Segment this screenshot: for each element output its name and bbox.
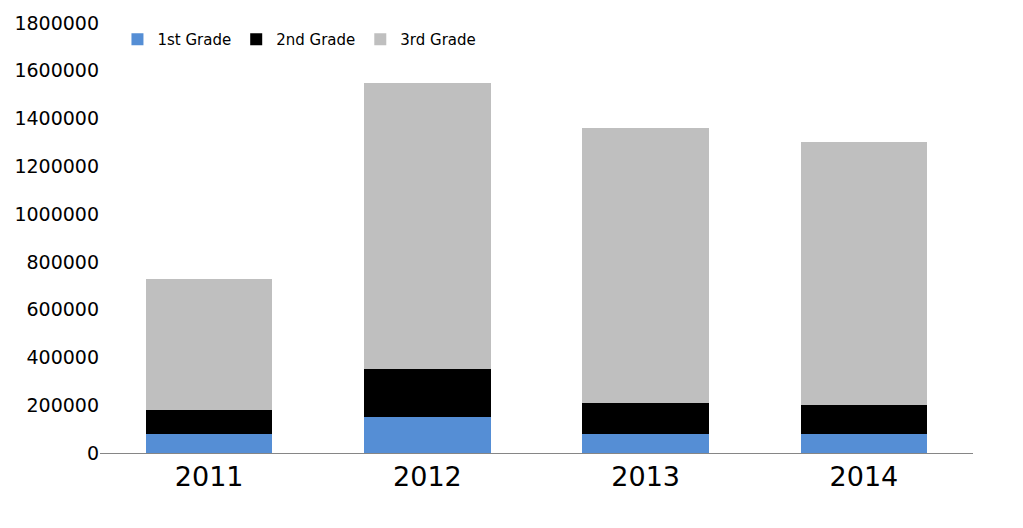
svg-text:2011: 2011 — [175, 461, 244, 492]
svg-text:2013: 2013 — [611, 461, 680, 492]
svg-text:1200000: 1200000 — [14, 155, 99, 177]
svg-text:800000: 800000 — [26, 251, 99, 273]
svg-text:1st Grade: 1st Grade — [157, 31, 231, 49]
svg-text:1000000: 1000000 — [14, 203, 99, 225]
svg-text:1800000: 1800000 — [14, 12, 99, 34]
svg-text:400000: 400000 — [26, 346, 99, 368]
svg-text:0: 0 — [87, 442, 99, 464]
svg-text:1400000: 1400000 — [14, 107, 99, 129]
svg-text:2014: 2014 — [830, 461, 899, 492]
svg-text:2012: 2012 — [393, 461, 462, 492]
svg-text:200000: 200000 — [26, 394, 99, 416]
svg-text:3rd Grade: 3rd Grade — [400, 31, 475, 49]
svg-text:2nd Grade: 2nd Grade — [276, 31, 355, 49]
svg-text:600000: 600000 — [26, 298, 99, 320]
svg-text:1600000: 1600000 — [14, 59, 99, 81]
